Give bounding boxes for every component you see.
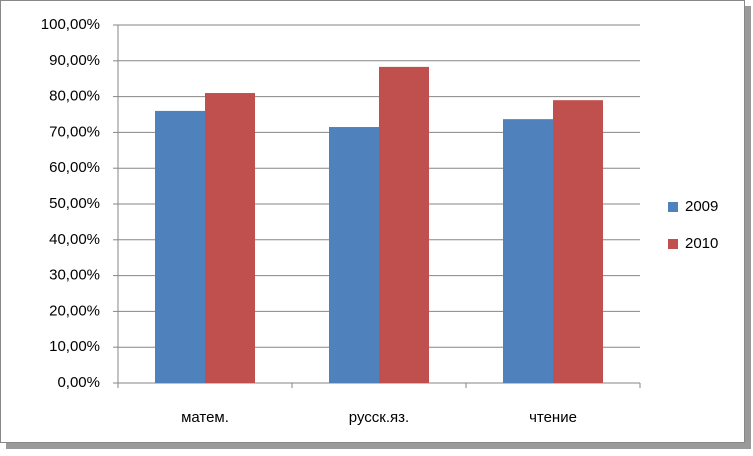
- y-tick-label: 40,00%: [49, 231, 100, 248]
- bar: [553, 100, 603, 384]
- bar: [379, 66, 429, 384]
- x-tick-label: матем.: [181, 409, 229, 426]
- legend-swatch: [668, 202, 678, 212]
- bar: [155, 110, 205, 384]
- y-tick-label: 100,00%: [41, 16, 100, 33]
- y-tick-label: 20,00%: [49, 302, 100, 319]
- x-tick-label: чтение: [529, 409, 577, 426]
- bar: [503, 119, 553, 384]
- bar: [329, 127, 379, 383]
- legend-label: 2009: [685, 198, 718, 215]
- y-tick-label: 70,00%: [49, 123, 100, 140]
- y-tick-label: 0,00%: [57, 374, 100, 391]
- legend-label: 2010: [685, 235, 718, 252]
- bar: [205, 93, 255, 384]
- x-tick-label: русск.яз.: [349, 409, 409, 426]
- y-tick-label: 80,00%: [49, 88, 100, 105]
- y-tick-label: 30,00%: [49, 267, 100, 284]
- legend-swatch: [668, 239, 678, 249]
- y-tick-label: 50,00%: [49, 195, 100, 212]
- y-tick-label: 60,00%: [49, 159, 100, 176]
- y-tick-label: 90,00%: [49, 52, 100, 69]
- y-tick-label: 10,00%: [49, 338, 100, 355]
